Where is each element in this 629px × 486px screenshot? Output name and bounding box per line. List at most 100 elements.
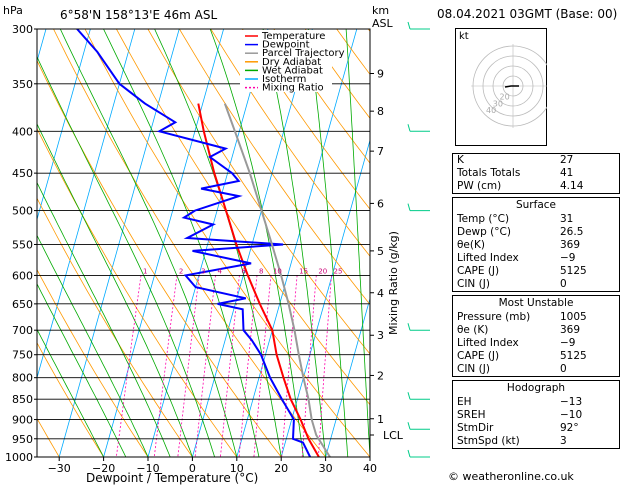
index-value: 4.14 (560, 180, 584, 192)
pressure-tick-label: 900 (12, 414, 33, 427)
most-unstable-value: 1005 (560, 311, 587, 323)
most-unstable-key: Pressure (mb) (457, 311, 531, 323)
wind-barb-flag (407, 203, 411, 211)
hodograph-ring-label: 40 (486, 106, 496, 115)
legend-label: Mixing Ratio (262, 83, 324, 94)
mixing-ratio-label: 25 (334, 267, 343, 275)
wind-barb-flag (407, 323, 411, 331)
parcel-trajectory-profile (223, 103, 331, 457)
indices-box: K 27 Totals Totals 41 PW (cm) 4.14 (452, 153, 620, 194)
hodograph-unit-label: kt (459, 31, 469, 42)
most-unstable-value: 0 (560, 363, 567, 375)
most-unstable-value: 5125 (560, 350, 587, 362)
legend-label: Wet Adiabat (262, 65, 323, 76)
hodograph-box: Hodograph EH −13 SREH −10 StmDir 92° StmSpd (k… (452, 380, 620, 449)
hodograph-row: SREH −10 (453, 409, 619, 422)
km-tick-label: 4 (377, 287, 384, 300)
pressure-tick-label: 650 (12, 298, 33, 311)
isotherm-line (37, 29, 91, 221)
surface-row: Dewp (°C) 26.5 (453, 226, 619, 239)
index-row: PW (cm) 4.14 (453, 180, 619, 193)
index-key: PW (cm) (457, 180, 502, 192)
hodograph-key: EH (457, 396, 472, 408)
mixing-ratio-label: 6 (241, 267, 246, 275)
mixing-ratio-label: 20 (318, 267, 327, 275)
km-tick-label: 7 (377, 145, 384, 158)
asl-label: ASL (372, 17, 394, 30)
index-value: 41 (560, 167, 574, 179)
surface-value: 26.5 (560, 226, 584, 238)
legend-label: Dewpoint (262, 40, 310, 51)
temperature-profile (197, 103, 320, 457)
mixing-ratio-line (194, 275, 216, 457)
hodograph-value: −13 (560, 396, 583, 408)
pressure-tick-label: 600 (12, 269, 33, 282)
index-key: K (457, 154, 464, 166)
pressure-tick-label: 500 (12, 205, 33, 218)
hodograph-trace (504, 85, 519, 88)
location-title: 6°58'N 158°13'E 46m ASL (60, 8, 217, 22)
surface-key: θe(K) (457, 239, 485, 251)
surface-key: Temp (°C) (457, 213, 510, 225)
pressure-tick-label: 750 (12, 349, 33, 362)
km-tick-label: 3 (377, 329, 384, 342)
km-tick-label: 6 (377, 197, 384, 210)
isotherm-line (0, 29, 2, 457)
km-tick-label: 1 (377, 413, 384, 426)
most-unstable-key: CAPE (J) (457, 350, 500, 362)
hodograph-ring-label: 20 (500, 93, 510, 102)
hodograph-box-title: Hodograph (506, 382, 566, 394)
pressure-tick-label: 800 (12, 372, 33, 385)
dewpoint-profile (76, 29, 311, 457)
x-axis-label: Dewpoint / Temperature (°C) (86, 471, 258, 485)
mixing-ratio-line (177, 275, 200, 457)
dry-adiabat-line (37, 127, 238, 457)
mixing-ratio-label: 2 (179, 267, 183, 275)
surface-key: CAPE (J) (457, 265, 500, 277)
isotherm-line (103, 29, 224, 457)
pressure-tick-label: 350 (12, 78, 33, 91)
pressure-unit-label: hPa (3, 4, 23, 17)
indices-panel: K 27 Totals Totals 41 PW (cm) 4.14 Surface Te… (452, 153, 620, 452)
mixing-ratio-axis-label: Mixing Ratio (g/kg) (387, 231, 400, 335)
surface-value: 0 (560, 278, 567, 290)
mixing-ratio-line (301, 275, 317, 457)
pressure-tick-label: 300 (12, 23, 33, 36)
legend-label: Isotherm (262, 74, 306, 85)
legend-label: Temperature (261, 31, 325, 42)
most-unstable-row: θe (K) 369 (453, 324, 619, 337)
wind-barb-flag (407, 422, 411, 430)
pressure-tick-label: 400 (12, 125, 33, 138)
wind-barb-flag (407, 124, 411, 132)
mixing-ratio-label: 15 (299, 267, 308, 275)
surface-value: 31 (560, 213, 574, 225)
dry-adiabat-line (37, 341, 104, 457)
wind-barb-flag (407, 21, 411, 30)
legend-label: Dry Adiabat (262, 57, 321, 68)
surface-row: Temp (°C) 31 (453, 213, 619, 226)
surface-value: −9 (560, 252, 576, 264)
pressure-tick-label: 700 (12, 324, 33, 337)
surface-row: CAPE (J) 5125 (453, 265, 619, 278)
mixing-ratio-line (238, 275, 258, 457)
most-unstable-key: CIN (J) (457, 363, 490, 375)
copyright-footer: © weatheronline.co.uk (448, 470, 574, 483)
km-tick-label: 8 (377, 105, 384, 118)
temp-tick-label: 30 (319, 462, 333, 475)
mixing-ratio-label: 4 (218, 267, 223, 275)
temp-tick-label: 0 (189, 462, 196, 475)
lcl-label: LCL (383, 429, 404, 442)
hodograph-row: StmSpd (kt) 3 (453, 435, 619, 448)
index-row: K 27 (453, 154, 619, 167)
hodograph-row: StmDir 92° (453, 422, 619, 435)
surface-box: Surface Temp (°C) 31 Dewp (°C) 26.5 θe(K) 369… (452, 197, 620, 292)
hodograph-ring-label: 30 (493, 99, 503, 108)
hodograph-key: StmDir (457, 422, 494, 434)
wet-adiabat-line (37, 328, 104, 457)
most-unstable-key: θe (K) (457, 324, 489, 336)
temp-tick-label: −30 (48, 462, 71, 475)
km-unit-label: km (372, 4, 389, 17)
temp-tick-label: 20 (274, 462, 288, 475)
surface-key: CIN (J) (457, 278, 490, 290)
